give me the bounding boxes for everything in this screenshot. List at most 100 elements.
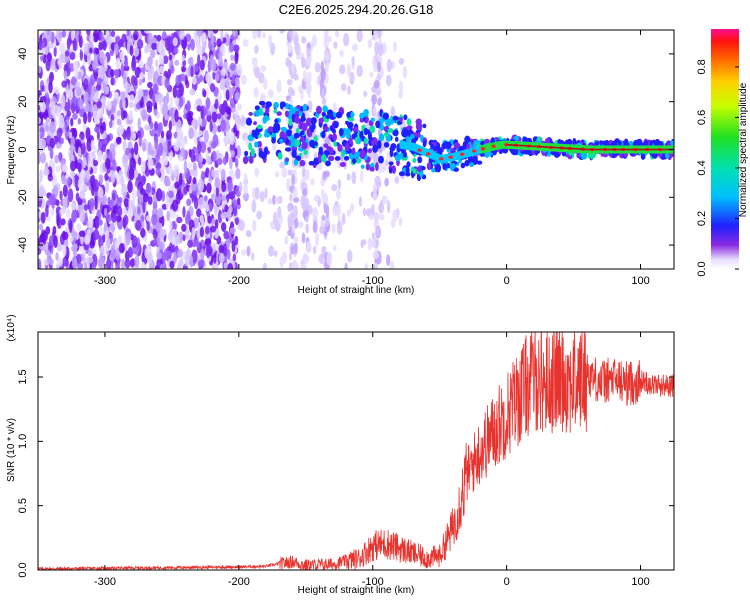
ridge-cell: [412, 168, 417, 174]
spectrogram-cell: [120, 175, 125, 187]
spectrogram-cell: [163, 155, 168, 166]
spectrogram-cell: [159, 228, 165, 242]
spectrogram-cell: [69, 160, 77, 172]
spectrogram-cell: [140, 163, 146, 173]
spectrogram-cell: [216, 158, 223, 165]
spectrogram-cell: [377, 97, 382, 106]
spectrogram-cell: [121, 183, 128, 198]
spectrogram-cell: [192, 177, 197, 185]
spectrogram-cell: [105, 214, 112, 222]
spectrogram-cell: [174, 181, 180, 189]
spectrogram-cell: [293, 196, 300, 203]
spectrogram-cell: [69, 219, 73, 233]
snr-x-axis-label: Height of straight line (km): [298, 585, 415, 596]
spectrogram-cell: [251, 199, 257, 213]
colorbar-gradient: [711, 29, 739, 269]
spectrogram-cell: [75, 253, 82, 265]
spectrogram-cell: [154, 121, 159, 131]
spectrogram-cell: [230, 54, 235, 62]
spectrogram-y-ticks: -40 -20 0 20 40: [17, 48, 674, 253]
spectrogram-cell: [107, 199, 114, 207]
spectrogram-cell: [305, 82, 312, 95]
spectrogram-cell: [231, 30, 238, 37]
spectrogram-cell: [188, 127, 195, 140]
spectrogram-cell: [293, 34, 299, 46]
spectrogram-cell: [332, 102, 337, 113]
ridge-cell: [274, 118, 279, 124]
ridge-center: [507, 143, 510, 146]
spectrogram-cell: [231, 240, 236, 253]
ridge-center: [653, 148, 656, 151]
spectrogram-cell: [71, 210, 78, 223]
ridge-peak: [480, 147, 486, 151]
spectrogram-cell: [360, 239, 364, 249]
spectrogram-cell: [79, 189, 86, 200]
ridge-center: [619, 148, 621, 151]
ridge-cell: [415, 118, 422, 126]
ridge-center: [581, 148, 584, 150]
snr-x-tick-label: -100: [362, 576, 384, 588]
spectrogram-cell: [199, 214, 204, 224]
ridge-cell: [580, 152, 587, 160]
spectrogram-cell: [349, 71, 355, 85]
spectrogram-cell: [38, 237, 41, 246]
spectrogram-cell: [129, 94, 135, 102]
spectrogram-cell: [300, 263, 307, 269]
spectrogram-cell: [298, 221, 304, 229]
spectrogram-cell: [163, 141, 168, 153]
spectrogram-cell: [110, 100, 117, 113]
spectrogram-cell: [262, 262, 267, 269]
spectrogram-cell: [111, 212, 118, 223]
spectrogram-cell: [226, 237, 231, 250]
spectrogram-cell: [67, 188, 74, 203]
spectrogram-cell: [307, 100, 313, 113]
ridge-cell: [561, 150, 567, 157]
spectrogram-cell: [246, 245, 251, 257]
spectrogram-cell: [173, 141, 180, 152]
spectrogram-cell: [346, 173, 351, 181]
spectrogram-cell: [49, 137, 56, 149]
spectrogram-cell: [87, 111, 92, 123]
ridge-cell: [321, 154, 327, 163]
spectrogram-cell: [94, 114, 100, 125]
ridge-cell: [271, 137, 276, 144]
spectrogram-cell: [211, 111, 218, 123]
spectrogram-cell: [204, 238, 212, 246]
spectrogram-cell: [218, 51, 223, 59]
spectrogram-cell: [214, 177, 221, 188]
spectrogram-y-tick-label: 40: [17, 48, 29, 60]
spectrogram-cell: [377, 61, 382, 73]
spectrogram-cell: [157, 207, 164, 218]
spectrogram-cell: [88, 215, 94, 229]
spectrogram-cell: [294, 242, 298, 255]
spectrogram-cell: [218, 103, 226, 115]
spectrogram-cell: [116, 260, 121, 269]
ridge-cell: [406, 161, 411, 168]
spectrogram-cell: [151, 42, 158, 51]
spectrogram-cell: [122, 110, 128, 119]
spectrogram-cells: [38, 30, 674, 269]
ridge-center: [533, 145, 536, 148]
ridge-cell: [317, 154, 323, 164]
spectrogram-cell: [122, 71, 127, 84]
ridge-center: [541, 145, 544, 148]
ridge-cell: [430, 143, 434, 150]
spectrogram-cell: [189, 56, 194, 66]
ridge-cell: [300, 130, 305, 136]
ridge-center: [542, 146, 545, 148]
spectrogram-cell: [214, 219, 219, 229]
spectrogram-cell: [287, 169, 293, 176]
spectrogram-cell: [69, 145, 76, 152]
ridge-cell: [321, 111, 327, 117]
ridge-cell: [242, 156, 249, 165]
spectrogram-cell: [38, 130, 41, 138]
spectrogram-cell: [159, 240, 165, 251]
spectrogram-cell: [92, 229, 100, 241]
spectrogram-cell: [179, 30, 185, 40]
spectrogram-cell: [98, 227, 105, 236]
spectrogram-cell: [369, 239, 377, 248]
ridge-cell: [321, 130, 326, 139]
spectrogram-cell: [191, 76, 197, 85]
spectrogram-cell: [304, 216, 309, 223]
spectrogram-cell: [254, 167, 260, 178]
